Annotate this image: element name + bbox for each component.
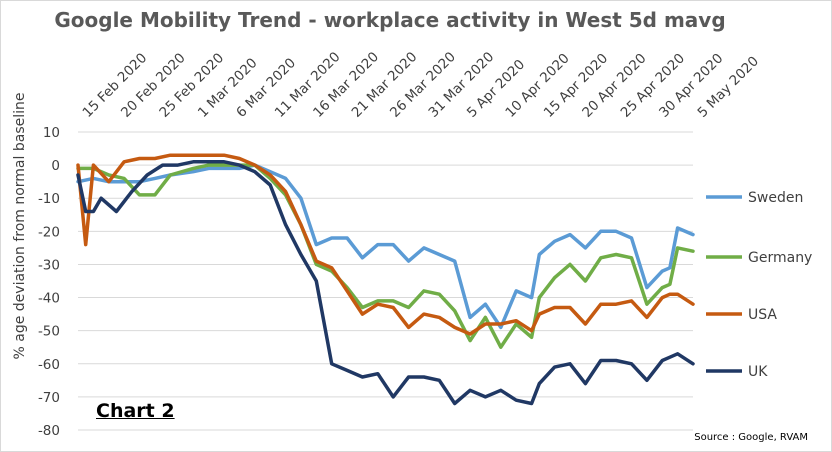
legend-label-sweden: Sweden <box>748 190 803 206</box>
y-tick-label: -30 <box>38 257 60 273</box>
series-line-usa <box>76 153 695 336</box>
series-line-sweden <box>76 163 695 330</box>
chart-title: Google Mobility Trend - workplace activi… <box>54 8 726 32</box>
series-lines <box>76 153 695 406</box>
legend: Sweden Germany USA UK <box>706 190 812 380</box>
legend-label-uk: UK <box>748 364 768 380</box>
y-tick-label: 0 <box>51 158 60 174</box>
y-axis-label: % age deviation from normal baseline <box>12 93 28 360</box>
y-tick-label: 10 <box>43 125 60 141</box>
y-tick-label: -20 <box>38 224 60 240</box>
y-tick-label: -70 <box>38 390 60 406</box>
legend-label-germany: Germany <box>748 250 812 266</box>
y-axis-ticks: 10 0 -10 -20 -30 -40 -50 -60 -70 -80 <box>38 125 60 439</box>
series-line-germany <box>76 163 695 349</box>
series-line-uk <box>76 160 695 406</box>
y-tick-label: -10 <box>38 191 60 207</box>
gridlines <box>78 131 693 431</box>
y-tick-label: -60 <box>38 357 60 373</box>
legend-label-usa: USA <box>748 307 777 323</box>
y-tick-label: -40 <box>38 291 60 307</box>
source-note: Source : Google, RVAM <box>694 432 808 443</box>
y-tick-label: -50 <box>38 324 60 340</box>
y-tick-label: -80 <box>38 423 60 439</box>
chart-annotation: Chart 2 <box>96 400 175 422</box>
